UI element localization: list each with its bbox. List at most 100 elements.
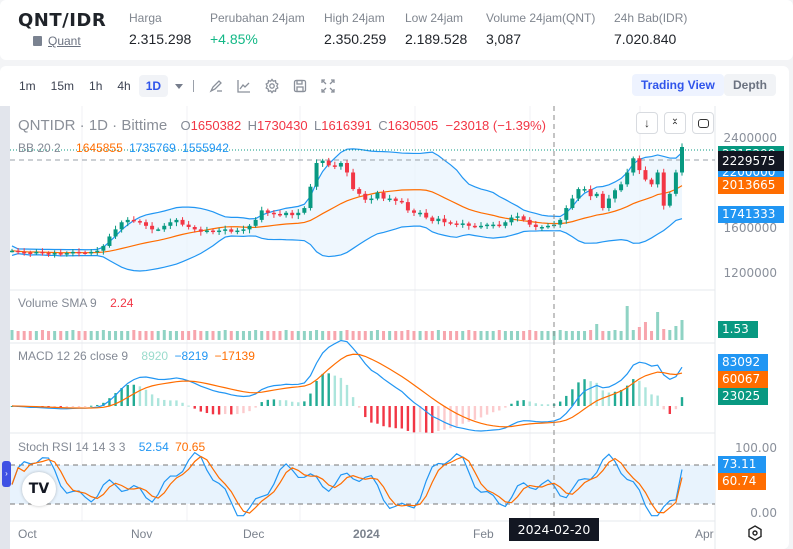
symbol-title: QNTIDR · 1D · Bittime <box>18 117 168 134</box>
indicator-icon[interactable] <box>236 78 252 94</box>
stat-value: 2.315.298 <box>129 31 192 47</box>
time-label-oct: Oct <box>18 527 37 541</box>
time-label-apr: Apr <box>695 527 714 541</box>
timeframe-1h[interactable]: 1h <box>89 79 103 93</box>
bb-legend: BB 20 2 1645855 1735769 1555942 <box>18 141 229 155</box>
price-tick-1200000: 1200000 <box>723 266 777 280</box>
close-label: C <box>378 118 388 133</box>
stat-value: 7.020.840 <box>614 31 677 47</box>
signal-tag: 60067 <box>718 371 768 388</box>
time-label-dec: Dec <box>243 527 265 541</box>
stat-label: Harga <box>129 11 162 25</box>
stat-label: 24h Bab(IDR) <box>614 11 688 25</box>
draw-icon[interactable] <box>208 78 224 94</box>
ticker-header: QNT/IDR Quant Harga 2.315.298 Perubahan 2… <box>0 0 793 60</box>
stat-high-24jam: High 24jam 2.350.259 <box>324 11 386 47</box>
stat-24h-bab-idr-: 24h Bab(IDR) 7.020.840 <box>614 11 687 47</box>
collapse-button[interactable]: ⌄ ⌃ <box>664 112 686 134</box>
macd-tag: 83092 <box>718 354 768 371</box>
price-tick-1600000: 1600000 <box>723 221 777 235</box>
expand-sidebar-button[interactable]: › <box>2 461 11 487</box>
settings-icon[interactable] <box>264 78 280 94</box>
book-icon <box>33 36 42 46</box>
save-icon[interactable] <box>292 78 308 94</box>
stoch-k-value: 52.54 <box>138 440 169 454</box>
macd-label: MACD 12 26 close 9 <box>18 349 129 363</box>
asset-info: Quant <box>33 34 106 48</box>
left-sidebar-handle[interactable] <box>0 106 10 549</box>
stat-value: +4.85% <box>210 31 258 47</box>
high-value: 1730430 <box>257 118 308 133</box>
main-legend: QNTIDR · 1D · Bittime O1650382 H1730430 … <box>18 117 546 134</box>
macd-legend: MACD 12 26 close 9 8920 −8219 −17139 <box>18 349 255 363</box>
stat-volume-24jam-qnt-: Volume 24jam(QNT) 3,087 <box>486 11 595 47</box>
timeframe-1m[interactable]: 1m <box>19 79 36 93</box>
asset-link[interactable]: Quant <box>48 34 81 48</box>
stat-harga: Harga 2.315.298 <box>129 11 191 47</box>
time-label-2024: 2024 <box>353 527 380 541</box>
stoch-legend: Stoch RSI 14 14 3 3 52.54 70.65 <box>18 440 205 454</box>
stat-value: 3,087 <box>486 31 522 47</box>
stoch-k-tag: 73.11 <box>718 456 766 473</box>
stoch-tick-100: 100.00 <box>735 441 777 455</box>
macd-signal-value: −17139 <box>214 349 255 363</box>
bb-upper-value: 1735769 <box>129 141 176 155</box>
bb-lower-value: 1555942 <box>182 141 229 155</box>
stoch-d-value: 70.65 <box>175 440 206 454</box>
hex-settings-icon <box>748 525 762 541</box>
high-label: H <box>247 118 258 133</box>
scroll-down-button[interactable]: ↓ <box>636 112 658 134</box>
fullscreen-icon[interactable] <box>320 78 336 94</box>
bb-lower-tag: 1741333 <box>718 206 784 223</box>
timeframe-4h[interactable]: 4h <box>117 79 131 93</box>
stat-label: High 24jam <box>324 11 385 25</box>
change-value: −23018 (−1.39%) <box>445 118 547 133</box>
volume-legend: Volume SMA 9 2.24 <box>18 296 133 310</box>
chevron-right-icon: › <box>5 469 8 478</box>
timeframe-dropdown-icon[interactable] <box>175 83 184 89</box>
trading-view-button[interactable]: Trading View <box>632 74 724 96</box>
histogram-tag: 23025 <box>718 388 768 405</box>
timeframe-1D[interactable]: 1D <box>138 75 169 97</box>
maximize-pane-button[interactable] <box>692 112 714 134</box>
price-tick-2400000: 2400000 <box>723 131 777 145</box>
depth-button[interactable]: Depth <box>724 74 776 96</box>
macd-value: −8219 <box>174 349 209 363</box>
bb-basis-value: 1645855 <box>76 141 123 155</box>
time-label-feb: Feb <box>473 527 494 541</box>
stoch-label: Stoch RSI 14 14 3 3 <box>18 440 126 454</box>
open-value: 1650382 <box>190 118 242 133</box>
stat-label: Volume 24jam(QNT) <box>486 11 596 25</box>
stat-label: Perubahan 24jam <box>210 11 305 25</box>
chart-canvas[interactable]: QNTIDR · 1D · Bittime O1650382 H1730430 … <box>0 106 789 549</box>
open-label: O <box>180 118 191 133</box>
close-value: 1630505 <box>387 118 439 133</box>
timeframe-15m[interactable]: 15m <box>50 79 75 93</box>
stoch-d-tag: 60.74 <box>718 473 766 490</box>
stat-low-24jam: Low 24jam 2.189.528 <box>405 11 467 47</box>
crosshair-date-label: 2024-02-20 <box>509 518 599 541</box>
macd-hist-value: 8920 <box>141 349 169 363</box>
stat-value: 2.350.259 <box>324 31 387 47</box>
tradingview-logo[interactable]: TV <box>22 472 56 506</box>
bb-basis-tag: 2013665 <box>718 177 784 194</box>
pair-name: QNT/IDR <box>18 10 107 31</box>
volume-label: Volume SMA 9 <box>18 296 97 310</box>
chart-plot[interactable] <box>0 106 789 549</box>
chart-toolbar: 1m 15m 1h 4h 1D Trading View Depth <box>0 66 789 106</box>
low-value: 1616391 <box>321 118 372 133</box>
crosshair-price-tag: 2229575 <box>718 151 784 171</box>
stat-label: Low 24jam <box>405 11 464 25</box>
pair-block: QNT/IDR Quant <box>18 10 106 48</box>
chart-panel: 1m 15m 1h 4h 1D Trading View Depth QNTIDR · … <box>0 66 789 549</box>
maximize-icon <box>697 118 709 128</box>
stoch-tick-0: 0.00 <box>750 506 777 520</box>
low-label: L <box>313 118 322 133</box>
arrow-down-icon: ↓ <box>644 116 650 130</box>
bb-label: BB 20 2 <box>18 141 61 155</box>
volume-tag: 1.53 <box>718 321 758 338</box>
axis-settings-button[interactable] <box>746 524 764 542</box>
toolbar-divider <box>193 80 195 92</box>
stat-value: 2.189.528 <box>405 31 468 47</box>
collapse-icon: ⌄ ⌃ <box>670 113 680 132</box>
